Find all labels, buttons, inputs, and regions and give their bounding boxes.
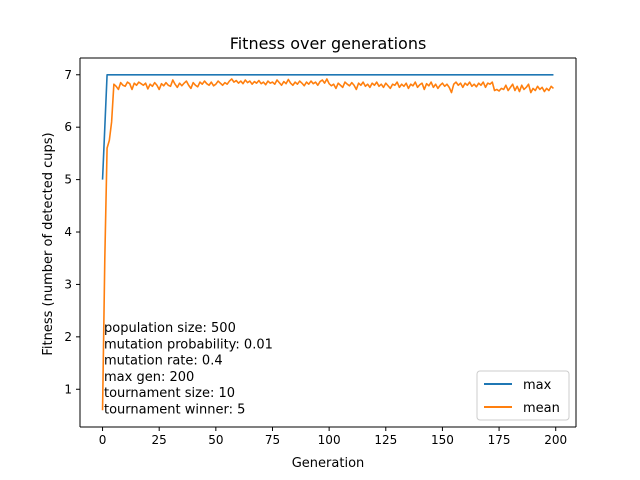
y-tick-label: 1	[64, 382, 72, 396]
chart-title: Fitness over generations	[230, 34, 427, 53]
annotation-line: population size: 500	[104, 321, 236, 336]
y-tick-label: 7	[64, 68, 72, 82]
x-tick-label: 125	[374, 433, 397, 447]
annotation-line: tournament size: 10	[104, 386, 235, 401]
series-line-mean	[101, 78, 554, 411]
x-tick-label: 100	[318, 433, 341, 447]
x-tick-label: 0	[99, 433, 107, 447]
y-axis-label: Fitness (number of detected cups)	[41, 132, 56, 355]
x-tick-label: 175	[488, 433, 511, 447]
series-layer	[101, 73, 554, 411]
y-tick-label: 6	[64, 120, 72, 134]
y-tick-label: 4	[64, 225, 72, 239]
x-tick-label: 200	[544, 433, 567, 447]
x-axis-label: Generation	[292, 456, 365, 471]
plot-area	[79, 57, 577, 428]
x-axis-ticks: 0 25 50 75 100 125 150 175 200	[99, 427, 567, 447]
annotation-line: tournament winner: 5	[104, 403, 245, 418]
legend: max mean	[476, 370, 570, 421]
legend-label-mean: mean	[523, 401, 560, 416]
legend-label-max: max	[523, 378, 552, 393]
annotation-line: mutation rate: 0.4	[104, 354, 223, 369]
annotation-line: max gen: 200	[104, 370, 194, 385]
series-line-max	[101, 73, 554, 180]
x-tick-label: 50	[208, 433, 223, 447]
annotation-line: mutation probability: 0.01	[104, 337, 273, 352]
x-tick-label: 75	[265, 433, 280, 447]
y-tick-label: 2	[64, 330, 72, 344]
y-tick-label: 5	[64, 173, 72, 187]
x-tick-label: 150	[431, 433, 454, 447]
x-tick-label: 25	[152, 433, 167, 447]
y-tick-label: 3	[64, 277, 72, 291]
y-axis-ticks: 1 2 3 4 5 6 7	[64, 68, 80, 396]
